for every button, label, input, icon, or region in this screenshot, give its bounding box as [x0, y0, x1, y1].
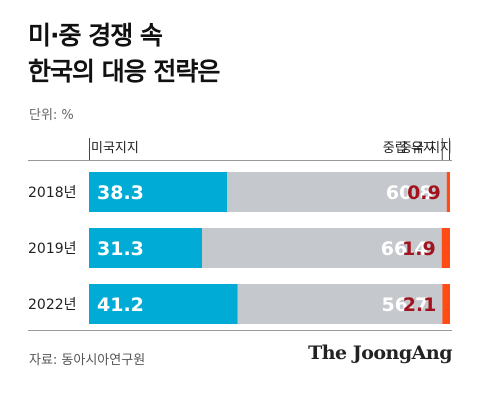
data-label: 41.2: [97, 294, 144, 316]
data-label: 2.1: [403, 294, 437, 316]
bar-segment: [441, 228, 450, 268]
data-label: 38.3: [97, 182, 144, 204]
title-line-1: 미·중 경쟁 속: [28, 21, 163, 50]
brand-logo: The JoongAng: [308, 342, 452, 364]
bar-segment: [442, 284, 450, 324]
legend-neutral: 중립 유지: [383, 141, 435, 156]
data-label: 31.3: [97, 238, 144, 260]
data-label: 56.7: [382, 294, 429, 316]
unit-label: 단위: %: [29, 108, 74, 123]
bar-segment: [237, 284, 443, 324]
data-label: 66.4: [381, 238, 428, 260]
data-label: 60.8: [386, 182, 433, 204]
data-label: 0.9: [407, 182, 441, 204]
source-note: 자료: 동아시아연구원: [29, 353, 146, 368]
legend-china-support: 중국 지지: [400, 141, 452, 156]
title-line-2: 한국의 대응 전략은: [28, 57, 220, 86]
bar-segment: [89, 284, 238, 324]
bar-segment: [446, 172, 450, 212]
category-label: 2019년: [28, 241, 77, 257]
bar-segment: [89, 228, 202, 268]
chart-title: 미·중 경쟁 속 한국의 대응 전략은: [28, 18, 220, 90]
category-label: 2018년: [28, 185, 77, 201]
data-label: 1.9: [402, 238, 436, 260]
bar-segment: [201, 228, 442, 268]
category-label: 2022년: [28, 297, 77, 313]
bar-segment: [89, 172, 228, 212]
bar-segment: [227, 172, 447, 212]
legend-us-support: 미국지지: [91, 141, 139, 156]
